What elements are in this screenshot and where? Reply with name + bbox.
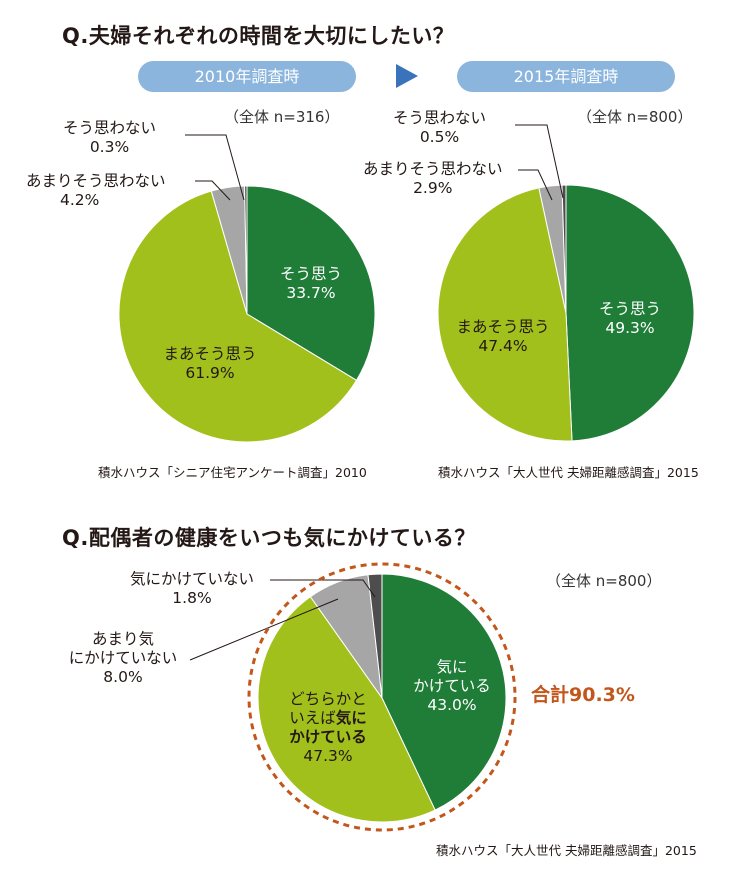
pie3-slice-3 — [367, 573, 383, 699]
label-2010-somewhat-name: まあそう思う — [163, 345, 257, 363]
label-health-not-value: 1.8% — [172, 589, 212, 607]
label-health-not: 気にかけていない 1.8% — [114, 570, 270, 608]
question-1-title: Q.夫婦それぞれの時間を大切にしたい？ — [62, 24, 455, 48]
label-2015-somewhat: まあそう思う 47.4% — [445, 318, 561, 356]
label-health-somewhat-line3: かけている — [289, 728, 367, 746]
label-2010-somewhat-value: 61.9% — [185, 364, 235, 382]
label-health-rather-not-line1: あまり気 — [91, 630, 154, 648]
total-dashed-circle — [247, 562, 517, 832]
question-2-title: Q.配偶者の健康をいつも気にかけている？ — [62, 526, 476, 550]
label-health-rather-not-line2: にかけていない — [68, 649, 178, 667]
survey-2010-pill: 2010年調査時 — [138, 61, 356, 92]
source-health: 積水ハウス「大人世代 夫婦距離感調査」2015 — [436, 843, 697, 858]
label-health-somewhat-line2b: 気に — [335, 709, 367, 727]
pie1-slice-3 — [244, 185, 248, 315]
leader-line-health-rather-not — [189, 598, 339, 661]
label-2015-rather-not-name: あまりそう思わない — [363, 160, 503, 178]
label-2015-agree: そう思う 49.3% — [590, 300, 670, 338]
leader-line-health-not — [270, 579, 376, 598]
label-2015-not: そう思わない 0.5% — [393, 109, 486, 147]
pie3-slice-1 — [257, 596, 436, 823]
label-health-cares-line2: かけている — [413, 677, 491, 695]
pie1-slice-0 — [246, 185, 376, 381]
leader-lines — [185, 124, 564, 661]
label-2010-agree: そう思う 33.7% — [271, 265, 351, 303]
n-label-health: （全体 n=800） — [546, 572, 662, 590]
label-2010-agree-value: 33.7% — [286, 284, 336, 302]
pie-2015 — [437, 184, 695, 442]
pie2-slice-1 — [437, 187, 573, 442]
leader-line-2015-rather-not — [518, 169, 553, 201]
label-2010-not-value: 0.3% — [89, 138, 130, 156]
label-2015-somewhat-value: 47.4% — [478, 337, 528, 355]
label-2015-not-name: そう思わない — [393, 109, 487, 127]
label-2010-agree-name: そう思う — [279, 265, 342, 283]
pie3-slice-0 — [381, 573, 507, 811]
leader-line-2010-rather-not — [195, 180, 231, 201]
label-2015-agree-name: そう思う — [598, 300, 661, 318]
pie2-slice-0 — [565, 184, 695, 442]
label-2010-not-name: そう思わない — [63, 119, 157, 137]
label-2015-rather-not: あまりそう思わない 2.9% — [363, 160, 503, 198]
source-2015: 積水ハウス「大人世代 夫婦距離感調査」2015 — [438, 465, 699, 480]
label-2010-rather-not: あまりそう思わない 4.2% — [26, 172, 166, 210]
pie1-slice-1 — [118, 190, 358, 443]
label-2015-agree-value: 49.3% — [605, 319, 655, 337]
leader-line-2010-not — [185, 134, 245, 201]
label-health-cares-value: 43.0% — [427, 696, 477, 714]
label-health-not-name: 気にかけていない — [129, 570, 254, 588]
total-label: 合計90.3% — [531, 684, 635, 706]
label-health-somewhat-line2: いえば気に — [268, 709, 388, 728]
n-label-2015: （全体 n=800） — [577, 108, 693, 126]
label-2010-not: そう思わない 0.3% — [63, 119, 156, 157]
label-2015-somewhat-name: まあそう思う — [456, 318, 550, 336]
label-health-somewhat-line2a: いえば — [289, 709, 336, 727]
pie2-slice-3 — [561, 184, 567, 314]
source-2010: 積水ハウス「シニア住宅アンケート調査」2010 — [98, 465, 367, 480]
label-health-cares-line1: 気に — [436, 658, 468, 676]
label-2010-somewhat: まあそう思う 61.9% — [152, 345, 268, 383]
survey-2015-pill: 2015年調査時 — [457, 61, 675, 92]
label-health-rather-not-value: 8.0% — [103, 668, 143, 686]
arrow-right-icon — [396, 64, 418, 88]
leader-line-2015-not — [515, 124, 564, 199]
label-2010-rather-not-value: 4.2% — [60, 191, 100, 209]
pie-2010 — [118, 185, 376, 443]
label-health-rather-not: あまり気 にかけていない 8.0% — [63, 630, 183, 687]
label-2010-rather-not-name: あまりそう思わない — [26, 172, 166, 190]
label-health-somewhat: どちらかと いえば気に かけている 47.3% — [268, 690, 388, 766]
n-label-2010: （全体 n=316） — [224, 108, 340, 126]
pie-health — [257, 573, 507, 823]
label-health-cares: 気に かけている 43.0% — [396, 658, 508, 715]
label-health-somewhat-line1: どちらかと — [289, 690, 367, 708]
label-2015-not-value: 0.5% — [419, 128, 460, 146]
label-health-somewhat-value: 47.3% — [303, 747, 353, 765]
label-2015-rather-not-value: 2.9% — [413, 179, 453, 197]
